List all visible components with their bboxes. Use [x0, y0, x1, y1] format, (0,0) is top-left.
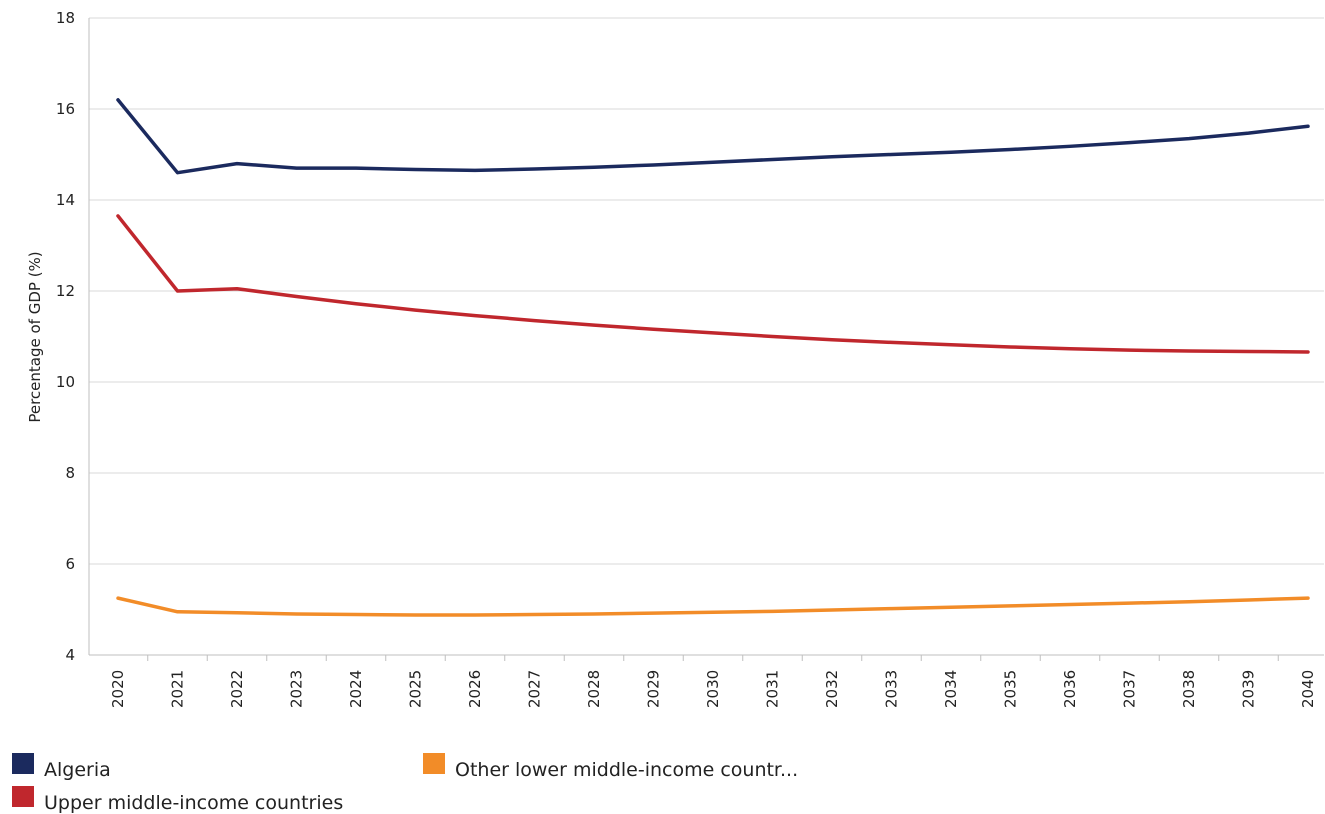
- x-tick-label: 2031: [764, 670, 782, 708]
- legend-label: Algeria: [44, 759, 111, 781]
- x-tick-label: 2028: [585, 670, 603, 708]
- legend-swatch: [12, 786, 34, 807]
- x-tick-label: 2021: [169, 670, 187, 708]
- legend-label: Upper middle-income countries: [44, 792, 343, 814]
- series-line-1: [116, 98, 1310, 175]
- x-tick-label: 2033: [883, 670, 901, 708]
- legend-label: Other lower middle-income countr...: [455, 759, 798, 781]
- y-tick-label: 4: [65, 646, 75, 664]
- y-axis-title: Percentage of GDP (%): [26, 251, 44, 422]
- y-tick-label: 18: [56, 9, 75, 27]
- x-tick-label: 2032: [823, 670, 841, 708]
- x-tick-label: 2029: [645, 670, 663, 708]
- legend-swatch: [12, 753, 34, 774]
- y-tick-label: 10: [56, 373, 75, 391]
- y-tick-labels: 4 6 8 10 12 14 16 18: [56, 9, 75, 664]
- x-tick-label: 2034: [942, 670, 960, 708]
- x-tick-label: 2027: [526, 670, 544, 708]
- x-tick-label: 2022: [228, 670, 246, 708]
- x-tick-label: 2039: [1240, 670, 1258, 708]
- y-tick-label: 14: [56, 191, 75, 209]
- legend-item-3[interactable]: Other lower middle-income countr...: [423, 753, 798, 781]
- series-lines: [116, 98, 1310, 617]
- x-tick-labels: 2020 2021 2022 2023 2024 2025 2026 2027 2028 2029…: [109, 670, 1317, 708]
- legend[interactable]: Algeria Upper middle-income countries Othe…: [12, 753, 798, 814]
- legend-item-1[interactable]: Algeria: [12, 753, 111, 781]
- y-tick-label: 8: [65, 464, 75, 482]
- x-tick-label: 2040: [1299, 670, 1317, 708]
- x-tick-label: 2038: [1180, 670, 1198, 708]
- y-tick-label: 6: [65, 555, 75, 573]
- x-tick-label: 2036: [1061, 670, 1079, 708]
- axes: [88, 18, 1324, 661]
- x-tick-label: 2020: [109, 670, 127, 708]
- grid-lines: [89, 17, 1324, 565]
- x-tick-label: 2026: [466, 670, 484, 708]
- x-tick-label: 2023: [288, 670, 306, 708]
- series-line-3: [116, 596, 1310, 617]
- x-tick-label: 2024: [347, 670, 365, 708]
- legend-item-2[interactable]: Upper middle-income countries: [12, 786, 343, 814]
- y-tick-label: 12: [56, 282, 75, 300]
- x-tick-label: 2030: [704, 670, 722, 708]
- legend-swatch: [423, 753, 445, 774]
- x-tick-label: 2025: [407, 670, 425, 708]
- x-tick-label: 2035: [1002, 670, 1020, 708]
- y-tick-label: 16: [56, 100, 75, 118]
- series-line-2: [116, 214, 1310, 354]
- x-tick-label: 2037: [1121, 670, 1139, 708]
